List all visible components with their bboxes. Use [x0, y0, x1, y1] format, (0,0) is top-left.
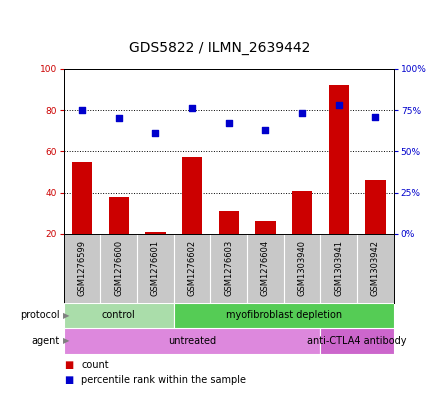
Bar: [320, 328, 394, 354]
Bar: [219, 211, 239, 234]
Text: GSM1303941: GSM1303941: [334, 240, 343, 296]
Point: [79, 107, 86, 113]
Point: [225, 120, 232, 127]
Text: agent: agent: [31, 336, 59, 346]
Text: GSM1276603: GSM1276603: [224, 240, 233, 296]
Text: GDS5822 / ILMN_2639442: GDS5822 / ILMN_2639442: [129, 41, 311, 55]
Point: [189, 105, 196, 112]
Text: ■: ■: [64, 375, 73, 385]
Bar: [109, 196, 129, 234]
Point: [115, 115, 122, 121]
Text: GSM1276599: GSM1276599: [77, 240, 87, 296]
Text: GSM1276601: GSM1276601: [151, 240, 160, 296]
Bar: [72, 162, 92, 234]
Point: [372, 114, 379, 120]
Point: [335, 102, 342, 108]
Bar: [64, 328, 320, 354]
Text: myofibroblast depletion: myofibroblast depletion: [226, 310, 342, 320]
Text: GSM1303942: GSM1303942: [371, 240, 380, 296]
Text: ■: ■: [64, 360, 73, 370]
Bar: [64, 303, 174, 328]
Point: [262, 127, 269, 133]
Point: [299, 110, 306, 116]
Text: protocol: protocol: [20, 310, 59, 320]
Text: GSM1303940: GSM1303940: [297, 240, 307, 296]
Text: ▶: ▶: [63, 336, 70, 345]
Bar: [255, 221, 275, 234]
Text: percentile rank within the sample: percentile rank within the sample: [81, 375, 246, 385]
Bar: [182, 158, 202, 234]
Bar: [365, 180, 385, 234]
Bar: [174, 303, 394, 328]
Text: GSM1276604: GSM1276604: [261, 240, 270, 296]
Bar: [329, 85, 349, 234]
Bar: [145, 232, 165, 234]
Bar: [292, 191, 312, 234]
Text: GSM1276600: GSM1276600: [114, 240, 123, 296]
Text: untreated: untreated: [168, 336, 216, 346]
Text: GSM1276602: GSM1276602: [187, 240, 197, 296]
Text: count: count: [81, 360, 109, 370]
Text: control: control: [102, 310, 136, 320]
Text: anti-CTLA4 antibody: anti-CTLA4 antibody: [308, 336, 407, 346]
Point: [152, 130, 159, 136]
Text: ▶: ▶: [63, 311, 70, 320]
